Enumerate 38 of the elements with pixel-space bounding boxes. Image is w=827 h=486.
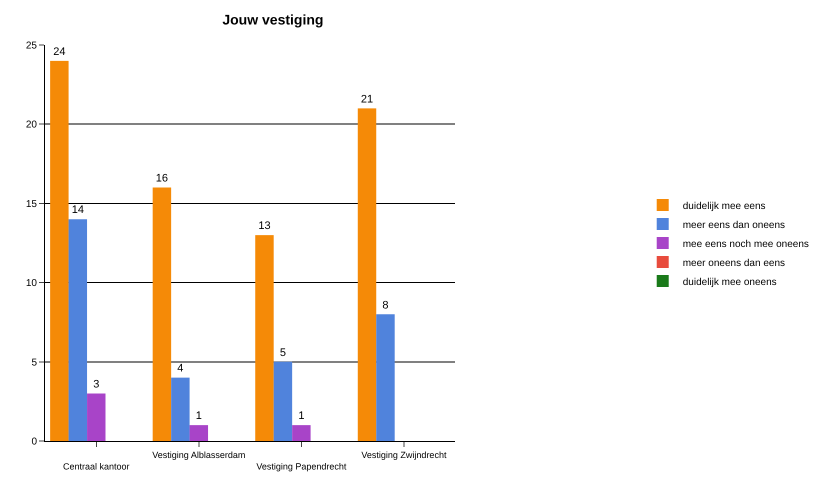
x-tick-label: Vestiging Papendrecht bbox=[256, 462, 347, 472]
bar bbox=[274, 362, 292, 441]
data-label: 21 bbox=[360, 93, 374, 106]
bar bbox=[87, 393, 106, 441]
data-label: 14 bbox=[72, 204, 84, 216]
legend-label: meer oneens dan eens bbox=[682, 258, 786, 269]
data-label: 8 bbox=[382, 299, 389, 312]
x-tick-label: Centraal kantoor bbox=[63, 462, 130, 472]
y-tick-label: 0 bbox=[31, 436, 38, 448]
bar bbox=[358, 108, 376, 441]
data-label: 4 bbox=[177, 362, 184, 375]
legend-label: meer eens dan oneens bbox=[682, 220, 786, 231]
chart-title: Jouw vestiging bbox=[222, 11, 324, 28]
x-tick-label: Vestiging Alblasserdam bbox=[152, 450, 246, 460]
bar bbox=[376, 314, 395, 441]
y-tick-label: 15 bbox=[26, 198, 38, 210]
bar bbox=[50, 60, 69, 441]
legend-label: duidelijk mee oneens bbox=[682, 276, 777, 288]
data-label: 1 bbox=[298, 410, 304, 422]
data-label: 3 bbox=[93, 378, 100, 390]
bar bbox=[255, 235, 274, 441]
y-tick-label: 20 bbox=[26, 120, 38, 131]
y-tick-label: 10 bbox=[26, 278, 38, 290]
bar bbox=[68, 219, 88, 441]
data-label: 24 bbox=[53, 46, 66, 58]
data-label: 5 bbox=[280, 346, 286, 359]
y-tick-label: 25 bbox=[26, 40, 38, 52]
bar bbox=[190, 425, 208, 441]
x-tick-label: Vestiging Zwijndrecht bbox=[361, 450, 447, 460]
legend-label: duidelijk mee eens bbox=[682, 200, 766, 212]
bar bbox=[171, 378, 190, 441]
data-label: 13 bbox=[258, 220, 271, 232]
bar bbox=[152, 188, 172, 441]
data-label: 1 bbox=[196, 410, 202, 422]
legend-label: mee eens noch mee oneens bbox=[682, 238, 809, 250]
y-tick-label: 5 bbox=[31, 357, 38, 368]
data-label: 16 bbox=[156, 172, 168, 185]
bar bbox=[292, 425, 311, 441]
